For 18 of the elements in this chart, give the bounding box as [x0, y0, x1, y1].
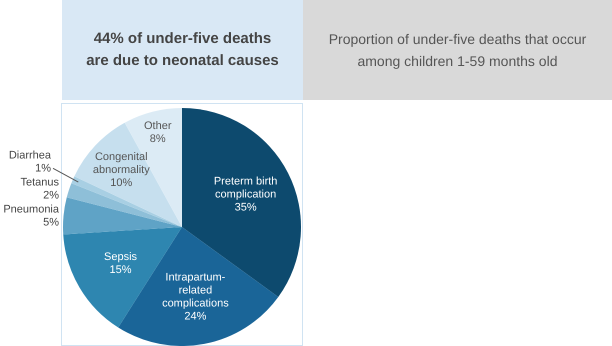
data-label: 2%	[43, 189, 60, 202]
slice-label: Preterm birth complication	[214, 176, 278, 201]
slice-label: Congenital abnormality	[92, 151, 150, 176]
slice-label: Other	[144, 120, 172, 132]
data-label: 10%	[110, 177, 132, 190]
text: Proportion of under-five deaths that occur among children 1-59 months old	[328, 30, 588, 71]
data-label: 1%	[35, 162, 52, 174]
chart-title: 44% of under-five deaths are due to neonatal causes	[85, 29, 280, 71]
data-label: 8%	[150, 133, 166, 146]
data-label: 5%	[43, 216, 60, 228]
data-label: 15%	[110, 264, 132, 276]
data-label: 24%	[184, 310, 207, 323]
slice-label: Pneumonia	[3, 203, 60, 216]
slice-label: Intrapartum-related complications	[162, 272, 230, 310]
data-label: 35%	[234, 202, 257, 214]
slice-label: Sepsis	[104, 250, 138, 263]
slice-label: Diarrhea	[8, 149, 52, 162]
slice-label: Tetanus	[20, 176, 60, 188]
